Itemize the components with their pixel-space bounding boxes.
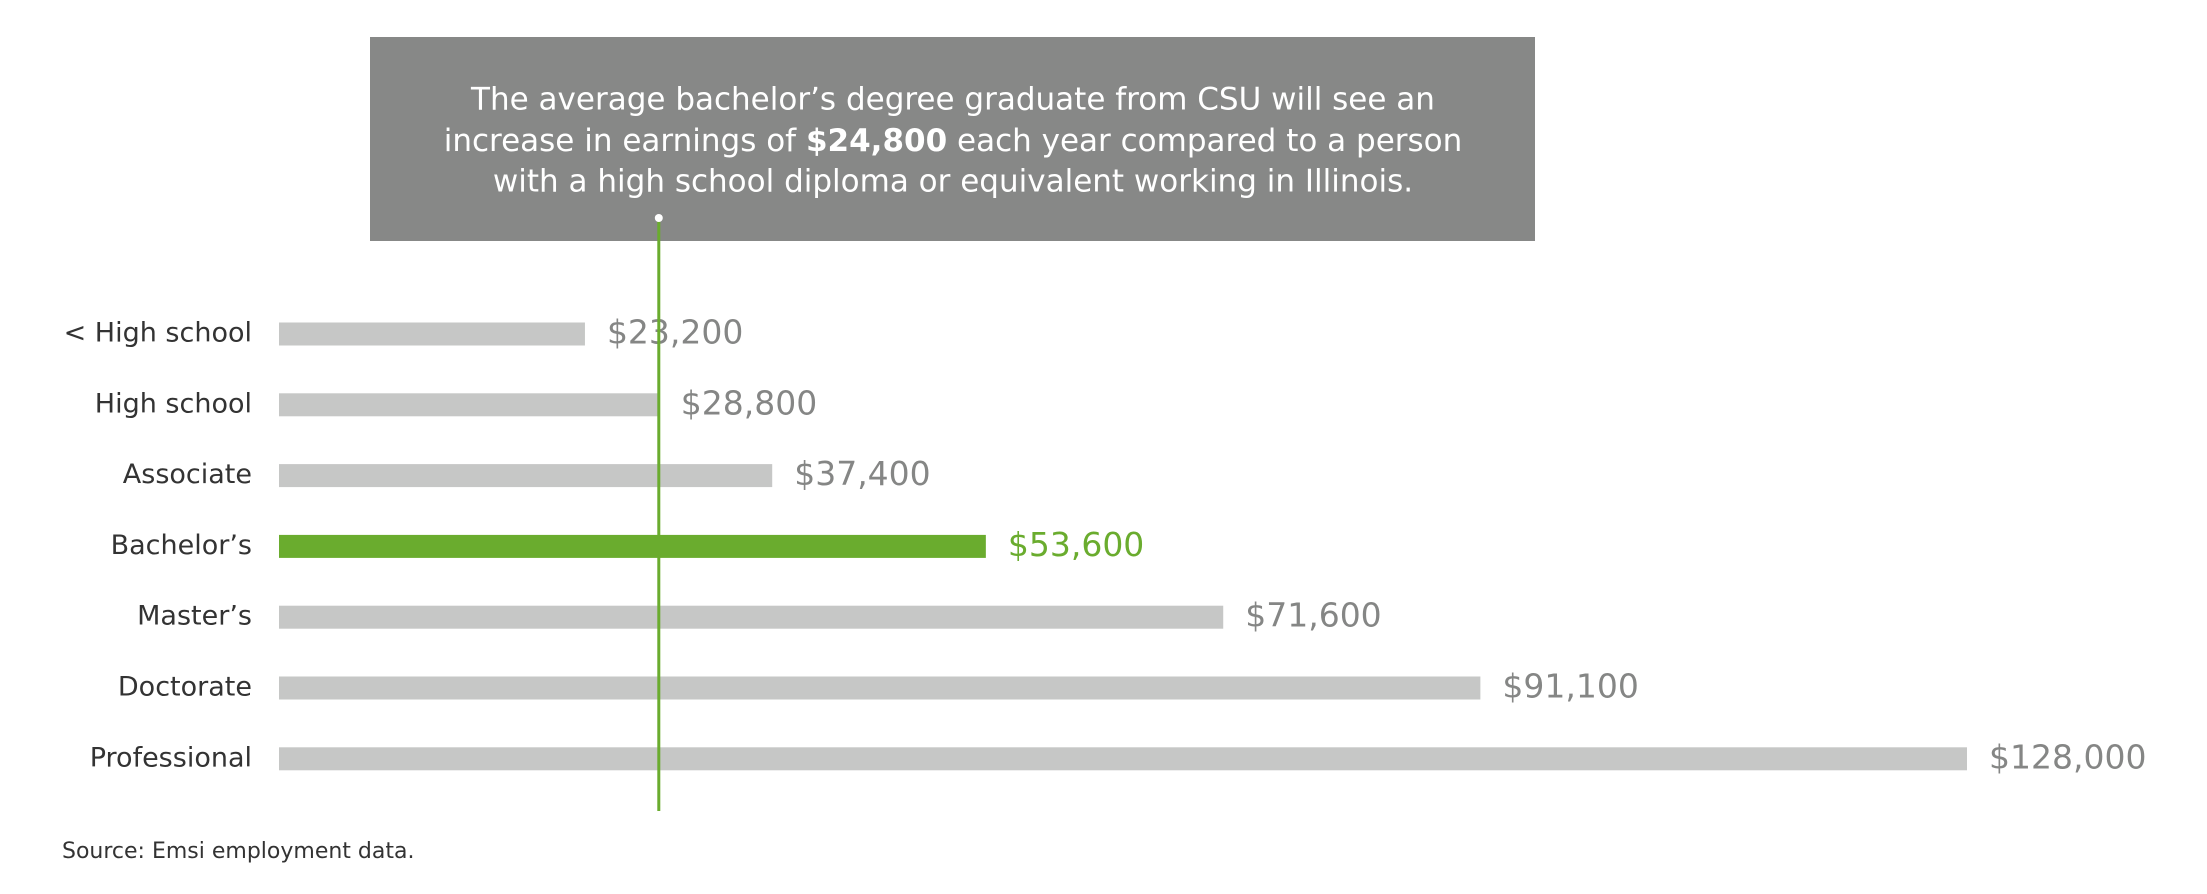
annotation-highlight: $24,800	[806, 123, 947, 159]
annotation-text: The average bachelor’s degree graduate f…	[470, 82, 1435, 118]
bar	[279, 393, 659, 417]
value-label: $28,800	[681, 383, 817, 422]
bar	[279, 322, 585, 346]
category-label: Doctorate	[118, 672, 252, 703]
annotation-text: each year compared to a person	[947, 123, 1462, 159]
value-label: $53,600	[1008, 525, 1144, 564]
annotation-text: increase in earnings of $24,800 each yea…	[444, 123, 1463, 159]
annotation-box	[370, 37, 1535, 241]
category-label: Professional	[90, 742, 252, 773]
category-label: Associate	[123, 459, 252, 490]
value-label: $23,200	[607, 313, 743, 352]
value-label: $37,400	[794, 454, 930, 493]
source: Source: Emsi employment data.	[62, 839, 414, 864]
bar	[279, 676, 1481, 700]
bar	[279, 464, 773, 488]
category-label: Master’s	[137, 601, 252, 632]
bar	[279, 605, 1224, 629]
annotation-text: increase in earnings of	[444, 123, 806, 159]
reference-dot	[654, 214, 663, 222]
value-label: $128,000	[1989, 737, 2146, 776]
annotation-text: with a high school diploma or equivalent…	[493, 164, 1413, 200]
value-label: $71,600	[1245, 596, 1381, 635]
bar	[279, 534, 986, 558]
value-label: $91,100	[1502, 667, 1638, 706]
category-label: < High school	[64, 318, 252, 349]
bar	[279, 747, 1967, 771]
category-label: Bachelor’s	[111, 530, 252, 561]
category-label: High school	[95, 388, 252, 419]
